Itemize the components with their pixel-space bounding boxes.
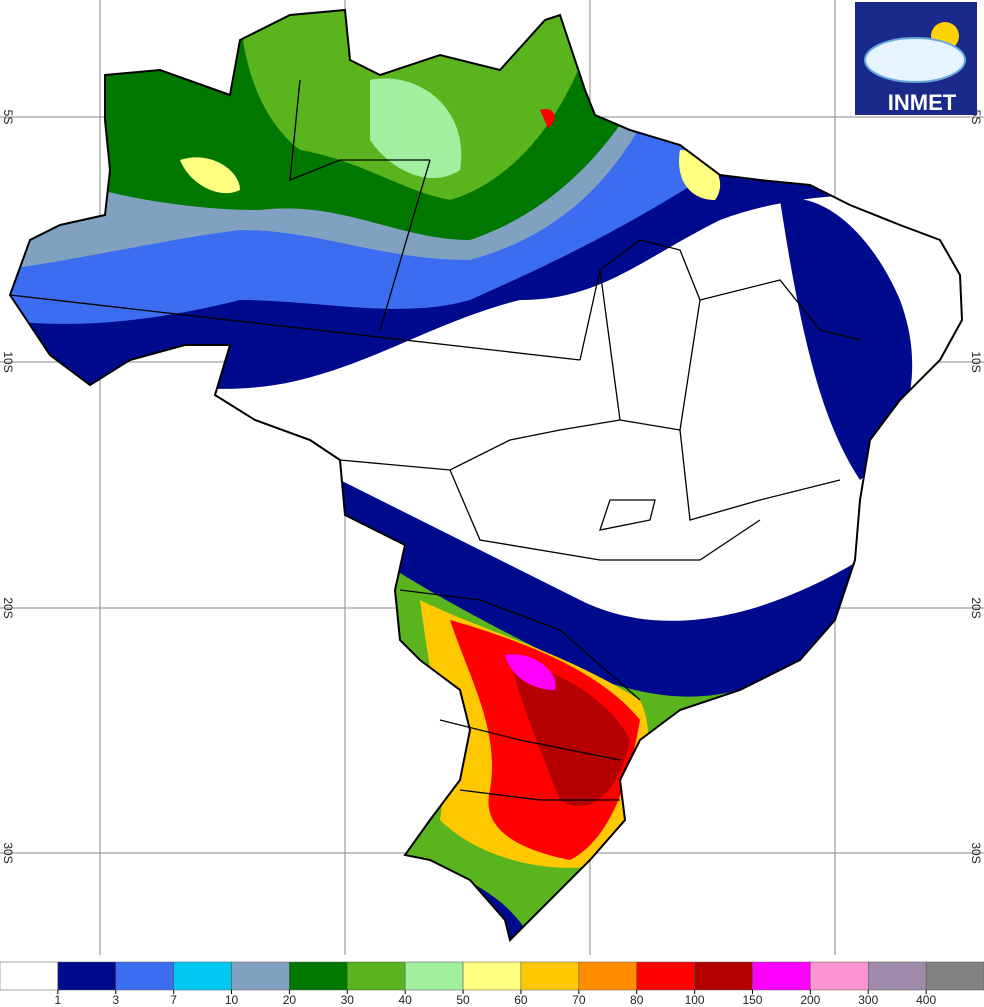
legend-label: 100 [685,993,705,1007]
legend-swatch [636,961,695,991]
rainfall-field [10,10,962,940]
latitude-label: 10S [1,351,15,372]
legend-swatch [0,961,59,991]
legend-label: 1 [55,993,62,1007]
legend-swatch [289,961,348,991]
legend-swatch [57,961,117,991]
legend-swatch [404,961,464,991]
legend-label: 20 [283,993,297,1007]
latitude-label: 5S [1,110,15,125]
legend-label: 300 [858,993,878,1007]
legend: 1 3 7 10 20 30 40 50 60 70 80 100 150 200 300 400 [0,961,984,1007]
legend-swatch [347,961,406,991]
legend-swatch [694,961,753,991]
latitude-label: 20S [969,597,983,618]
legend-label: 400 [916,993,936,1007]
legend-label: 3 [112,993,119,1007]
logo-cloud [864,37,966,83]
legend-label: 7 [170,993,177,1007]
legend-label: 200 [800,993,820,1007]
legend-label: 10 [225,993,239,1007]
legend-label: 60 [514,993,528,1007]
legend-swatch [462,961,522,991]
legend-label: 80 [630,993,644,1007]
legend-swatch [925,961,984,991]
latitude-label: 30S [1,842,15,863]
legend-label: 150 [742,993,762,1007]
latitude-labels-left: 5S 10S 20S 30S [1,110,15,864]
legend-label: 40 [398,993,412,1007]
latitude-label: 30S [969,842,983,863]
legend-swatch [867,961,927,991]
latitude-label: 10S [969,351,983,372]
legend-label: 50 [456,993,470,1007]
latitude-label: 20S [1,597,15,618]
legend-swatch [231,961,290,991]
logo-text: INMET [888,90,957,115]
legend-swatch [115,961,174,991]
legend-swatch [520,961,580,991]
legend-swatch [752,961,811,991]
legend-label: 70 [572,993,586,1007]
legend-swatch [810,961,869,991]
state-borders [9,79,861,801]
legend-label: 30 [341,993,355,1007]
logo: INMET [855,2,977,115]
legend-swatch [578,961,637,991]
legend-swatch [173,961,232,991]
